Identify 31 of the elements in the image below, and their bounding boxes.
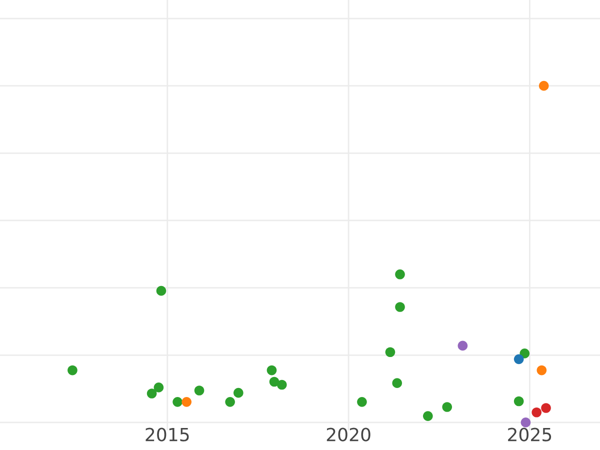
point: [514, 396, 524, 406]
point: [514, 354, 524, 364]
point: [538, 80, 549, 91]
point: [357, 397, 367, 407]
point: [442, 402, 452, 412]
point: [392, 378, 402, 388]
point: [146, 388, 157, 398]
point: [172, 397, 182, 407]
point: [395, 302, 405, 312]
point: [532, 407, 542, 418]
point: [520, 418, 531, 428]
point: [194, 386, 204, 396]
point: [269, 376, 280, 387]
point: [541, 403, 551, 413]
point: [276, 380, 287, 390]
point: [536, 365, 547, 376]
x-tick-label: 2020: [326, 428, 370, 442]
point: [156, 286, 166, 296]
point: [233, 388, 244, 398]
point: [182, 397, 192, 407]
point: [520, 348, 530, 358]
point: [266, 365, 277, 376]
point: [458, 340, 468, 351]
point: [68, 365, 78, 376]
point: [225, 397, 235, 407]
x-tick-label: 2025: [508, 428, 552, 442]
point: [422, 411, 433, 421]
x-tick-label: 2015: [146, 428, 189, 442]
point: [395, 269, 405, 280]
point: [154, 382, 164, 392]
point: [385, 347, 396, 358]
